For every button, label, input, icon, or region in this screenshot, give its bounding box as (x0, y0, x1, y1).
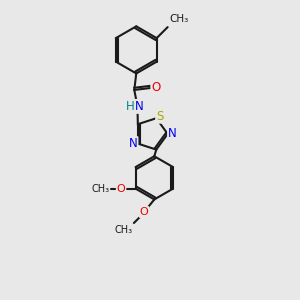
Text: O: O (140, 207, 148, 217)
Text: N: N (129, 137, 137, 150)
Text: O: O (117, 184, 125, 194)
Text: CH₃: CH₃ (169, 14, 189, 24)
Text: CH₃: CH₃ (91, 184, 109, 194)
Text: S: S (156, 110, 164, 123)
Text: CH₃: CH₃ (114, 225, 132, 235)
Text: N: N (135, 100, 144, 113)
Text: H: H (126, 100, 135, 113)
Text: N: N (168, 128, 177, 140)
Text: O: O (151, 82, 160, 94)
